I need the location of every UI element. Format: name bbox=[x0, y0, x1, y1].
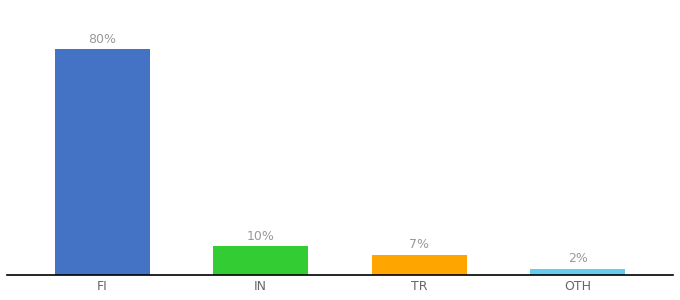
Text: 10%: 10% bbox=[247, 230, 275, 243]
Bar bbox=[54, 49, 150, 274]
Text: 2%: 2% bbox=[568, 253, 588, 266]
Text: 7%: 7% bbox=[409, 238, 429, 251]
Text: 80%: 80% bbox=[88, 33, 116, 46]
Bar bbox=[372, 255, 467, 274]
Bar bbox=[213, 246, 308, 274]
Bar bbox=[530, 269, 626, 274]
